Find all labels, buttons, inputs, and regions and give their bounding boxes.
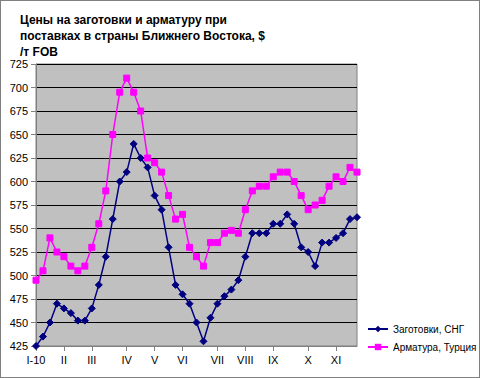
svg-text:600: 600 [10,176,28,188]
svg-text:II: II [61,354,67,366]
svg-text:VII: VII [211,354,224,366]
svg-text:I-10: I-10 [27,354,46,366]
svg-text:IX: IX [268,354,279,366]
svg-text:X: X [304,354,312,366]
svg-text:525: 525 [10,246,28,258]
svg-text:/т FOB: /т FOB [20,45,58,59]
svg-text:III: III [87,354,96,366]
svg-text:425: 425 [10,340,28,352]
svg-text:575: 575 [10,199,28,211]
svg-text:V: V [151,354,159,366]
svg-text:650: 650 [10,129,28,141]
svg-text:550: 550 [10,223,28,235]
svg-text:Арматура, Турция: Арматура, Турция [393,342,476,353]
svg-text:VI: VI [177,354,187,366]
svg-text:625: 625 [10,152,28,164]
svg-text:500: 500 [10,270,28,282]
svg-text:поставках в страны Ближнего Во: поставках в страны Ближнего Востока, $ [20,29,265,43]
svg-text:Цены на заготовки и арматуру п: Цены на заготовки и арматуру при [20,13,230,27]
svg-text:Заготовки, СНГ: Заготовки, СНГ [393,324,465,335]
svg-text:675: 675 [10,105,28,117]
svg-text:450: 450 [10,317,28,329]
svg-text:725: 725 [10,58,28,70]
svg-text:XI: XI [331,354,341,366]
svg-text:VIII: VIII [237,354,254,366]
svg-text:700: 700 [10,82,28,94]
svg-text:IV: IV [122,354,133,366]
svg-text:475: 475 [10,293,28,305]
